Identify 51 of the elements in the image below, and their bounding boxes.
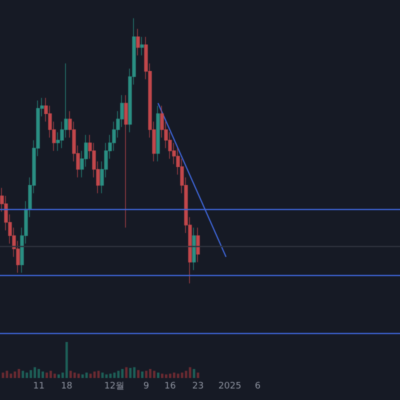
bar — [141, 372, 144, 378]
x-tick-label: 16 — [164, 382, 176, 392]
candlestick — [124, 94, 128, 228]
bar — [81, 374, 84, 378]
bar — [14, 372, 16, 378]
x-tick-label: 18 — [60, 382, 73, 392]
x-tick-label: 6 — [254, 382, 261, 392]
candlestick — [192, 227, 196, 270]
bar — [117, 370, 120, 378]
bar — [164, 374, 168, 378]
bar — [157, 372, 160, 378]
bar — [168, 374, 172, 378]
bar — [22, 370, 24, 378]
bar — [153, 370, 156, 378]
x-tick-label: 23 — [192, 382, 204, 392]
bar — [34, 367, 36, 378]
bar — [65, 342, 68, 378]
bar — [26, 372, 28, 378]
bar — [50, 370, 52, 378]
x-tick-label: 11 — [33, 382, 45, 392]
bar — [54, 374, 56, 378]
bar — [145, 370, 148, 378]
candlestick — [156, 105, 160, 162]
bar — [125, 367, 128, 378]
bar — [18, 369, 20, 378]
bar — [129, 368, 132, 378]
bar — [38, 369, 40, 378]
bar — [180, 372, 184, 378]
bar — [58, 374, 60, 378]
bar — [184, 370, 188, 378]
bar — [121, 369, 124, 378]
bar — [149, 369, 152, 378]
bar — [160, 374, 164, 378]
bar — [176, 374, 180, 378]
bar — [42, 372, 44, 378]
bar — [77, 374, 80, 378]
bar — [133, 367, 136, 378]
candlestick — [140, 36, 144, 56]
bar — [30, 370, 32, 378]
candlestick — [196, 227, 200, 262]
bar — [137, 370, 140, 378]
bar — [73, 372, 76, 378]
bar — [113, 372, 116, 378]
x-tick-label: 9 — [143, 382, 150, 392]
x-tick-label: 12월 — [104, 382, 125, 392]
bar — [46, 372, 48, 378]
bar — [85, 372, 88, 378]
bar — [172, 372, 176, 378]
x-tick-label: 2025 — [218, 382, 242, 392]
bar — [69, 370, 72, 378]
candlestick — [136, 28, 140, 56]
